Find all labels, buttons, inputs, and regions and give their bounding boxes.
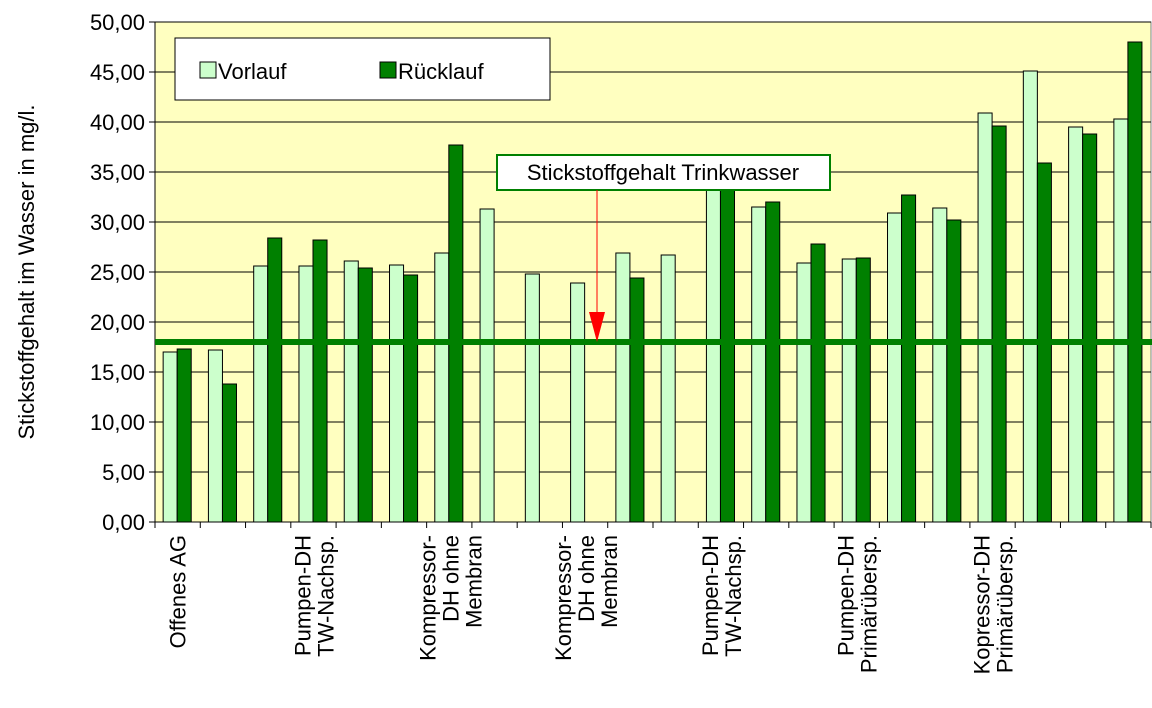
legend-swatch: [199, 61, 217, 79]
x-tick-label: Kopressor-DHPrimärübersp.: [970, 535, 1018, 674]
bar: [479, 208, 495, 523]
y-tick-label: 5,00: [102, 460, 145, 485]
legend-label: Vorlauf: [218, 59, 287, 84]
bar: [357, 267, 373, 523]
x-tick-label: Pumpen-DHPrimärübersp.: [834, 535, 882, 673]
bar: [765, 201, 781, 523]
bar: [434, 252, 450, 523]
bar: [946, 219, 962, 523]
bar: [524, 273, 540, 523]
y-tick-label: 45,00: [90, 60, 145, 85]
bar: [705, 186, 721, 523]
bar: [253, 265, 269, 523]
bar: [751, 206, 767, 523]
bar: [298, 265, 314, 523]
arrow-head: [589, 312, 605, 342]
y-tick-label: 0,00: [102, 510, 145, 535]
bar: [719, 186, 735, 523]
legend-swatch: [379, 61, 397, 79]
legend-box: [174, 37, 551, 101]
legend-label: Rücklauf: [398, 59, 484, 84]
bar: [660, 254, 676, 523]
bar: [977, 112, 993, 523]
bar: [810, 243, 826, 523]
y-tick-label: 40,00: [90, 110, 145, 135]
bar: [1113, 118, 1129, 523]
x-tick-label: Offenes AG: [166, 535, 191, 648]
bar: [932, 207, 948, 523]
bar: [448, 144, 464, 523]
y-tick-label: 30,00: [90, 210, 145, 235]
bar: [221, 383, 237, 523]
y-tick-label: 35,00: [90, 160, 145, 185]
bar: [1082, 133, 1098, 523]
bar: [389, 264, 405, 523]
bar: [267, 237, 283, 523]
x-tick-label: Pumpen-DHTW-Nachsp.: [698, 535, 746, 657]
bar: [403, 274, 419, 523]
bar: [176, 348, 192, 523]
y-tick-label: 25,00: [90, 260, 145, 285]
bar: [901, 194, 917, 523]
x-tick-label: Pumpen-DHTW-Nachsp.: [290, 535, 338, 657]
bar: [841, 258, 857, 523]
y-tick-label: 10,00: [90, 410, 145, 435]
bar: [615, 252, 631, 523]
bar: [629, 277, 645, 523]
bar: [207, 349, 223, 523]
bar: [1127, 41, 1143, 523]
y-axis-label: Stickstoffgehalt im Wasser in mg/l.: [14, 105, 39, 440]
bar: [312, 239, 328, 523]
y-tick-label: 15,00: [90, 360, 145, 385]
bar: [1022, 70, 1038, 523]
chart-layer: 0,00 5,00 10,00 15,00 20,00 25,00 30,00 35,00 40…: [90, 10, 1152, 674]
bar: [796, 262, 812, 523]
bar: [991, 125, 1007, 523]
bar: [570, 282, 586, 523]
annotation-box: [496, 154, 831, 191]
y-tick-label: 50,00: [90, 10, 145, 35]
bar: [855, 257, 871, 523]
bar: [162, 351, 178, 523]
bar: [887, 212, 903, 523]
x-tick-label: Kompressor-DH ohneMembran: [415, 535, 486, 661]
bar: [1068, 126, 1084, 523]
x-tick-label: Kompressor-DH ohneMembran: [551, 535, 622, 661]
bar: [343, 260, 359, 523]
y-tick-label: 20,00: [90, 310, 145, 335]
annotation: Stickstoffgehalt Trinkwasser: [527, 160, 799, 185]
